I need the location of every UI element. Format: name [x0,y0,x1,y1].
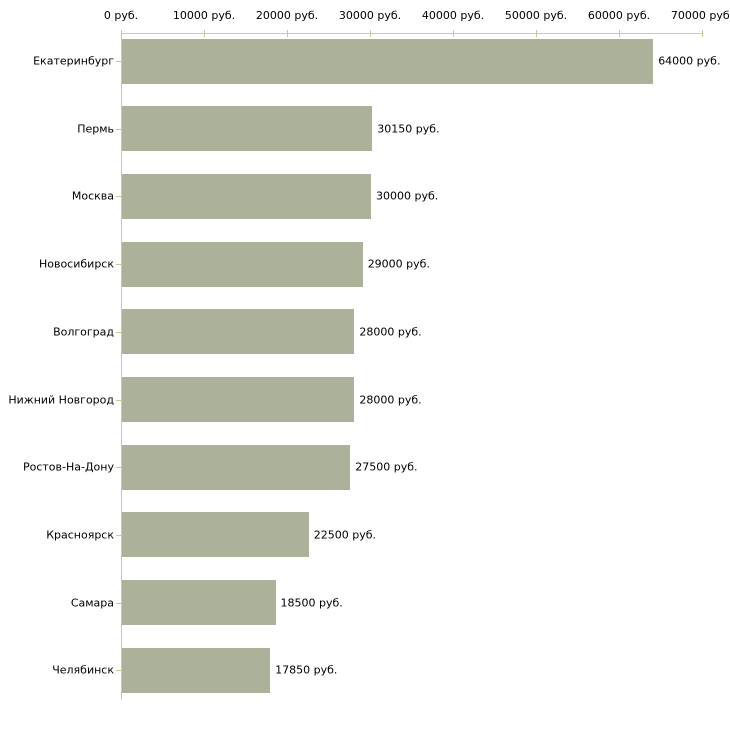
x-axis-tick [287,30,288,37]
bar [122,647,271,693]
bar [122,512,309,558]
value-label: 30150 руб. [377,122,440,136]
bar [122,377,355,422]
value-label: 27500 руб. [355,460,418,474]
value-label: 30000 руб. [376,189,439,203]
value-label: 18500 руб. [280,596,343,610]
value-label: 22500 руб. [313,528,377,542]
category-label: Новосибирск [38,257,114,271]
value-label: 17850 руб. [275,663,338,677]
bar [122,241,363,287]
x-axis-tick [204,30,205,37]
value-label: 28000 руб. [359,325,422,339]
category-label: Самара [70,596,114,610]
bar [122,580,276,626]
category-label: Волгоград [53,325,114,339]
category-label: Челябинск [52,663,114,677]
value-label: 28000 руб. [359,393,422,406]
x-axis-tick [619,30,620,37]
x-axis-tick-label: 70000 руб. [670,9,730,22]
x-axis-tick-label: 20000 руб. [255,9,319,22]
bar [122,106,373,152]
category-label: Нижний Новгород [8,393,114,406]
category-tick [116,467,121,469]
category-tick [116,534,121,536]
x-axis-tick-label: 40000 руб. [421,9,485,22]
x-axis-tick-label: 30000 руб. [338,9,402,22]
category-label: Москва [71,189,114,203]
bar [122,173,371,219]
value-label: 64000 руб. [658,54,721,68]
bar [122,38,654,84]
x-axis-tick-label: 0 руб. [103,9,139,22]
x-axis-line [121,33,703,34]
category-label: Ростов-На-Дону [22,460,114,474]
x-axis-tick [536,30,537,37]
bar [122,309,355,355]
category-label: Пермь [77,122,114,136]
category-tick [116,399,121,401]
y-axis-line [121,33,122,700]
x-axis-tick [370,30,371,37]
category-tick [116,128,121,130]
category-tick [116,264,121,266]
x-axis-tick [121,30,122,37]
category-tick [116,602,121,604]
x-axis-tick [453,30,454,37]
category-tick [116,196,121,198]
category-tick [116,670,121,672]
x-axis-tick-label: 60000 руб. [587,9,651,22]
category-tick [116,61,121,62]
x-axis-tick [702,30,703,37]
value-label: 29000 руб. [367,257,430,271]
category-label: Красноярск [46,528,114,542]
x-axis-tick-label: 10000 руб. [172,9,236,22]
x-axis-tick-label: 50000 руб. [504,9,568,22]
bar [122,444,351,490]
category-tick [116,331,121,333]
category-label: Екатеринбург [33,54,114,68]
